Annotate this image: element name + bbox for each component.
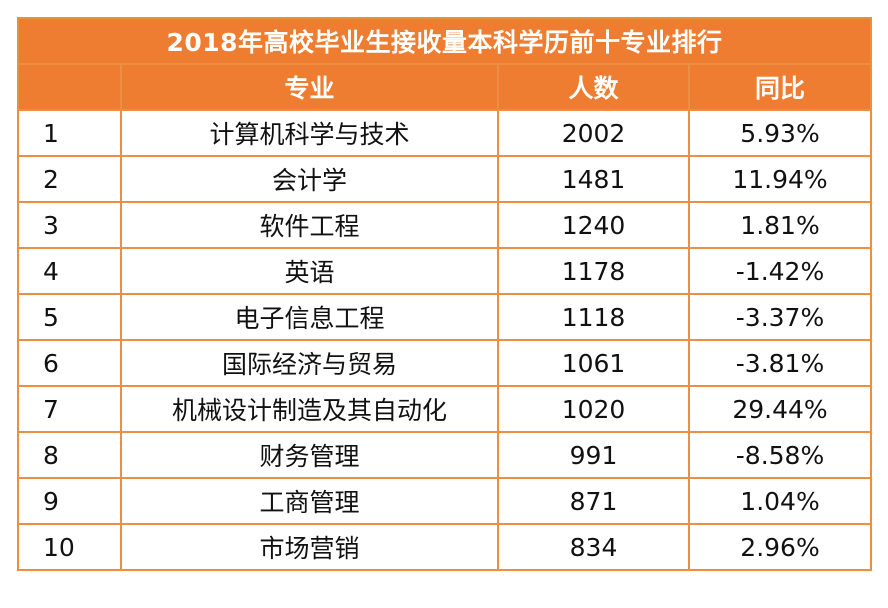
table-row: 4 英语 1178 -1.42% [17,247,873,295]
table-row: 6 国际经济与贸易 1061 -3.81% [17,339,873,387]
yoy-cell: 29.44% [687,385,873,433]
major-cell: 英语 [120,247,499,295]
rank-cell: 5 [17,293,122,341]
count-cell: 991 [497,431,690,479]
table-row: 5 电子信息工程 1118 -3.37% [17,293,873,341]
major-cell: 会计学 [120,155,499,203]
count-cell: 871 [497,477,690,525]
table-row: 3 软件工程 1240 1.81% [17,201,873,249]
yoy-cell: -3.37% [687,293,873,341]
table-row: 7 机械设计制造及其自动化 1020 29.44% [17,385,873,433]
ranking-table: 2018年高校毕业生接收量本科学历前十专业排行 专业 人数 同比 1 计算机科学… [16,17,873,571]
count-cell: 1020 [497,385,690,433]
yoy-cell: 11.94% [687,155,873,203]
header-yoy: 同比 [687,63,873,111]
count-cell: 1118 [497,293,690,341]
header-count: 人数 [497,63,690,111]
yoy-cell: -1.42% [687,247,873,295]
yoy-cell: 2.96% [687,523,873,571]
major-cell: 机械设计制造及其自动化 [120,385,499,433]
count-cell: 1061 [497,339,690,387]
major-cell: 电子信息工程 [120,293,499,341]
table-row: 1 计算机科学与技术 2002 5.93% [17,109,873,157]
count-cell: 834 [497,523,690,571]
table-row: 10 市场营销 834 2.96% [17,523,873,571]
count-cell: 1178 [497,247,690,295]
rank-cell: 2 [17,155,122,203]
rank-cell: 6 [17,339,122,387]
rank-cell: 4 [17,247,122,295]
major-cell: 国际经济与贸易 [120,339,499,387]
major-cell: 财务管理 [120,431,499,479]
table-body: 1 计算机科学与技术 2002 5.93% 2 会计学 1481 11.94% … [17,109,873,571]
major-cell: 工商管理 [120,477,499,525]
yoy-cell: 5.93% [687,109,873,157]
yoy-cell: 1.81% [687,201,873,249]
count-cell: 1481 [497,155,690,203]
major-cell: 软件工程 [120,201,499,249]
header-major: 专业 [120,63,499,111]
major-cell: 计算机科学与技术 [120,109,499,157]
rank-cell: 8 [17,431,122,479]
table-title: 2018年高校毕业生接收量本科学历前十专业排行 [16,17,873,65]
yoy-cell: -3.81% [687,339,873,387]
table-row: 8 财务管理 991 -8.58% [17,431,873,479]
yoy-cell: 1.04% [687,477,873,525]
table-row: 2 会计学 1481 11.94% [17,155,873,203]
major-cell: 市场营销 [120,523,499,571]
rank-cell: 1 [17,109,122,157]
rank-cell: 10 [17,523,122,571]
rank-cell: 7 [17,385,122,433]
title-row: 2018年高校毕业生接收量本科学历前十专业排行 [16,17,873,65]
header-row: 专业 人数 同比 [17,63,873,111]
rank-cell: 9 [17,477,122,525]
yoy-cell: -8.58% [687,431,873,479]
count-cell: 2002 [497,109,690,157]
count-cell: 1240 [497,201,690,249]
table-row: 9 工商管理 871 1.04% [17,477,873,525]
rank-cell: 3 [17,201,122,249]
header-rank [17,63,122,111]
